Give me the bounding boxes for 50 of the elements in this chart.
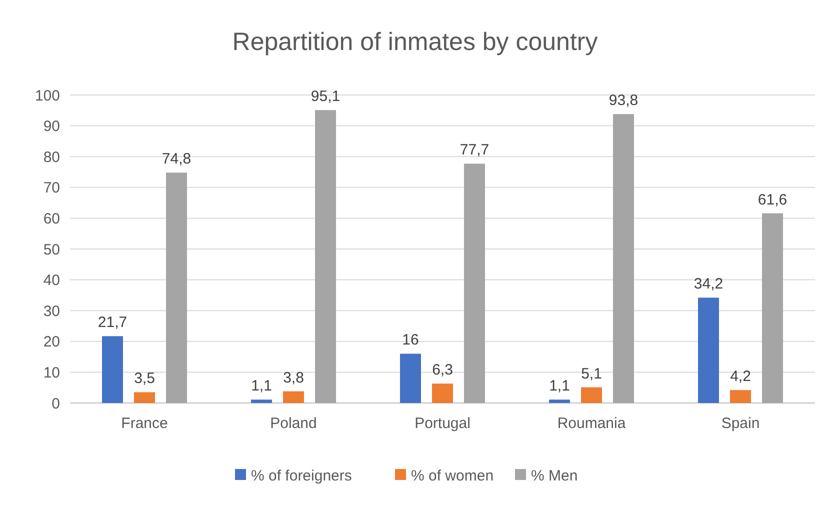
- y-tick-label: 100: [34, 87, 60, 104]
- x-tick-label: Poland: [270, 415, 317, 432]
- bar: [432, 384, 453, 403]
- data-label: 74,8: [162, 150, 192, 168]
- y-tick-label: 90: [43, 118, 60, 136]
- legend-label: % of foreigners: [251, 467, 352, 484]
- bar: [102, 336, 123, 403]
- bar: [613, 114, 634, 403]
- bar: [581, 387, 602, 403]
- data-label: 16: [402, 332, 419, 349]
- data-label: 77,7: [460, 142, 490, 159]
- x-tick-label: France: [121, 415, 168, 432]
- data-label: 61,6: [758, 191, 788, 208]
- y-tick-label: 60: [43, 210, 60, 228]
- x-tick-label: Portugal: [414, 415, 470, 432]
- data-label: 3,8: [283, 369, 304, 386]
- bar: [134, 392, 155, 403]
- y-tick-label: 40: [43, 272, 60, 290]
- data-label: 1,1: [251, 378, 272, 395]
- data-label: 21,7: [98, 314, 128, 332]
- bar: [400, 354, 421, 403]
- data-label: 1,1: [549, 378, 570, 395]
- data-label: 5,1: [581, 365, 602, 382]
- y-tick-label: 30: [43, 302, 60, 320]
- y-tick-label: 70: [43, 180, 60, 197]
- y-tick-label: 0: [52, 395, 60, 412]
- data-label: 34,2: [694, 276, 724, 293]
- bar: [251, 400, 272, 403]
- data-label: 3,5: [134, 370, 155, 388]
- legend-label: % Men: [531, 467, 578, 484]
- bar: [315, 110, 336, 403]
- bar: [166, 172, 187, 403]
- chart-title: Repartition of inmates by country: [232, 28, 598, 56]
- bar: [283, 391, 304, 403]
- y-tick-label: 50: [43, 241, 60, 258]
- bar: [464, 164, 485, 403]
- data-label: 4,2: [730, 368, 751, 386]
- x-tick-label: Roumania: [557, 415, 626, 432]
- bar: [762, 213, 783, 403]
- legend-label: % of women: [411, 467, 494, 484]
- y-tick-label: 80: [43, 148, 60, 166]
- data-label: 95,1: [310, 88, 340, 106]
- bar: [730, 390, 751, 403]
- y-tick-label: 20: [43, 334, 60, 351]
- data-label: 6,3: [432, 362, 453, 379]
- bar: [698, 298, 719, 403]
- x-tick-label: Spain: [721, 415, 760, 432]
- data-label: 93,8: [608, 92, 638, 110]
- bar: [549, 400, 570, 403]
- y-tick-label: 10: [43, 364, 60, 382]
